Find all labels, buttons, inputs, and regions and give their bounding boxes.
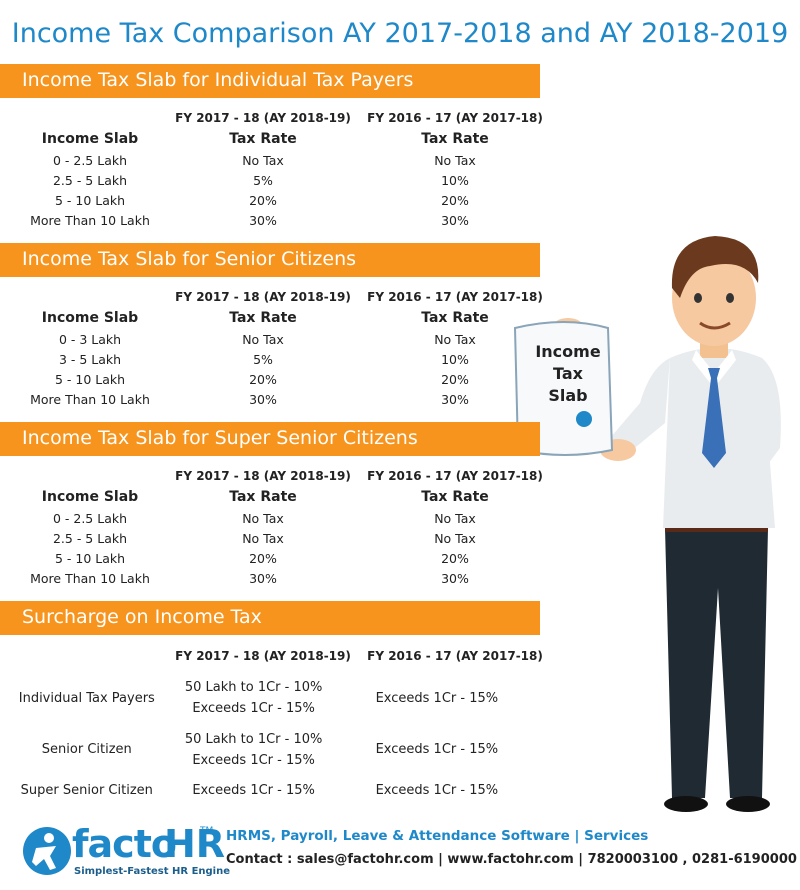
surcharge-rate: Exceeds 1Cr - 15%	[375, 742, 499, 757]
surcharge-row: Super Senior Citizen Exceeds 1Cr - 15% Exc…	[0, 780, 540, 801]
tax-rate: 20%	[249, 551, 277, 566]
surcharge-cell: Super Senior Citizen	[0, 780, 174, 801]
tax-rate: 10%	[441, 173, 469, 188]
surcharge-rate: Exceeds 1Cr - 15%	[375, 690, 499, 706]
tax-rate: No Tax	[242, 511, 284, 526]
section-heading: Surcharge on Income Tax	[22, 606, 262, 628]
tax-rate: 20%	[441, 372, 469, 387]
sub-header: Tax Rate	[421, 310, 489, 326]
tax-rate: No Tax	[434, 531, 476, 546]
sign-text: Income	[535, 342, 601, 361]
surcharge-cell: Senior Citizen	[0, 729, 174, 771]
income-slab: More Than 10 Lakh	[30, 213, 150, 228]
income-slab: More Than 10 Lakh	[30, 392, 150, 407]
tax-rate: 10%	[441, 352, 469, 367]
surcharge-cell: Exceeds 1Cr - 15%	[334, 729, 540, 771]
section-heading-band: Surcharge on Income Tax	[0, 601, 540, 635]
category-label: Individual Tax Payers	[18, 690, 155, 706]
surcharge-cell: Exceeds 1Cr - 15%	[334, 677, 540, 719]
income-slab: 5 - 10 Lakh	[54, 372, 126, 387]
tax-rate: 5%	[253, 352, 273, 367]
surcharge-row: Senior Citizen 50 Lakh to 1Cr - 10% Exceed…	[0, 729, 540, 771]
section-heading-band: Income Tax Slab for Super Senior Citizen…	[0, 422, 540, 456]
income-slab: 5 - 10 Lakh	[54, 551, 126, 566]
income-slab: 2.5 - 5 Lakh	[52, 531, 128, 546]
surcharge-cell: 50 Lakh to 1Cr - 10% Exceeds 1Cr - 15%	[174, 677, 334, 719]
section-heading-band: Income Tax Slab for Senior Citizens	[0, 243, 540, 277]
income-slab: 2.5 - 5 Lakh	[52, 173, 128, 188]
logo-icon	[23, 827, 71, 875]
income-slab: 5 - 10 Lakh	[54, 193, 126, 208]
surcharge-cell: Exceeds 1Cr - 15%	[174, 780, 334, 801]
tax-rate: 20%	[249, 193, 277, 208]
sign-text: Tax	[553, 364, 583, 383]
column-header: FY 2016 - 17 (AY 2017-18)	[367, 111, 543, 125]
tax-rate: No Tax	[242, 153, 284, 168]
income-slab: 0 - 2.5 Lakh	[52, 153, 128, 168]
sub-header: Tax Rate	[421, 489, 489, 505]
column-header: FY 2017 - 18 (AY 2018-19)	[175, 111, 351, 125]
surcharge-rate: Exceeds 1Cr - 15%	[192, 783, 315, 798]
tax-rate: No Tax	[242, 332, 284, 347]
sub-header: Income Slab	[41, 131, 139, 147]
surcharge-cell: 50 Lakh to 1Cr - 10% Exceeds 1Cr - 15%	[174, 729, 334, 771]
tax-rate: 30%	[249, 392, 277, 407]
sub-header: Tax Rate	[229, 489, 297, 505]
column-header: FY 2016 - 17 (AY 2017-18)	[367, 649, 543, 663]
tax-rate: 30%	[441, 571, 469, 586]
column-header: FY 2016 - 17 (AY 2017-18)	[367, 290, 543, 304]
services: HRMS, Payroll, Leave & Attendance Softwa…	[226, 828, 649, 844]
surcharge-rate: 50 Lakh to 1Cr - 10%	[184, 680, 323, 695]
logo-text: facto	[72, 822, 177, 866]
category-label: Super Senior Citizen	[20, 783, 153, 798]
surcharge-row: Individual Tax Payers 50 Lakh to 1Cr - 10…	[0, 677, 540, 719]
title: Income Tax Comparison AY 2017-2018 and A…	[11, 18, 789, 49]
section-heading-band: Income Tax Slab for Individual Tax Payer…	[0, 64, 540, 98]
sign-text: Slab	[548, 386, 588, 405]
tax-rate: 20%	[441, 551, 469, 566]
column-header: FY 2017 - 18 (AY 2018-19)	[175, 469, 351, 483]
section-heading: Income Tax Slab for Senior Citizens	[22, 248, 357, 270]
sub-header: Income Slab	[41, 310, 139, 326]
tax-rate: No Tax	[434, 511, 476, 526]
surcharge-rate: Exceeds 1Cr - 15%	[192, 701, 315, 716]
column-header: FY 2016 - 17 (AY 2017-18)	[367, 469, 543, 483]
tax-rate: No Tax	[434, 332, 476, 347]
tax-rate: 30%	[441, 213, 469, 228]
surcharge-cell: Individual Tax Payers	[0, 677, 174, 719]
tax-rate: No Tax	[434, 153, 476, 168]
tax-rate: 5%	[253, 173, 273, 188]
income-slab: 0 - 2.5 Lakh	[52, 511, 128, 526]
sub-header: Tax Rate	[229, 131, 297, 147]
income-slab: 3 - 5 Lakh	[58, 352, 122, 367]
tax-rate: 30%	[249, 213, 277, 228]
sub-header: Tax Rate	[229, 310, 297, 326]
tax-rate: 30%	[441, 392, 469, 407]
contact: Contact : sales@factohr.com | www.factoh…	[226, 852, 797, 867]
tax-rate: 20%	[249, 372, 277, 387]
sub-header: Income Slab	[41, 489, 139, 505]
income-slab: More Than 10 Lakh	[30, 571, 150, 586]
tax-rate: No Tax	[242, 531, 284, 546]
income-slab: 0 - 3 Lakh	[58, 332, 122, 347]
section-heading: Income Tax Slab for Individual Tax Payer…	[22, 69, 414, 91]
surcharge-cell: Exceeds 1Cr - 15%	[334, 780, 540, 801]
category-label: Senior Citizen	[41, 742, 132, 757]
tax-rate: 30%	[249, 571, 277, 586]
surcharge-rate: Exceeds 1Cr - 15%	[192, 752, 315, 768]
column-header: FY 2017 - 18 (AY 2018-19)	[175, 290, 351, 304]
surcharge-rate: Exceeds 1Cr - 15%	[375, 783, 499, 798]
sub-header: Tax Rate	[421, 131, 489, 147]
column-header: FY 2017 - 18 (AY 2018-19)	[175, 649, 351, 663]
section-heading: Income Tax Slab for Super Senior Citizen…	[22, 427, 418, 449]
surcharge-rate: 50 Lakh to 1Cr - 10%	[184, 731, 323, 747]
tax-rate: 20%	[441, 193, 469, 208]
businessman-illustration	[513, 236, 781, 812]
logo-text-hr: HR	[164, 822, 226, 866]
trademark: TM	[200, 826, 214, 836]
tagline: Simplest-Fastest HR Engine	[74, 866, 231, 877]
